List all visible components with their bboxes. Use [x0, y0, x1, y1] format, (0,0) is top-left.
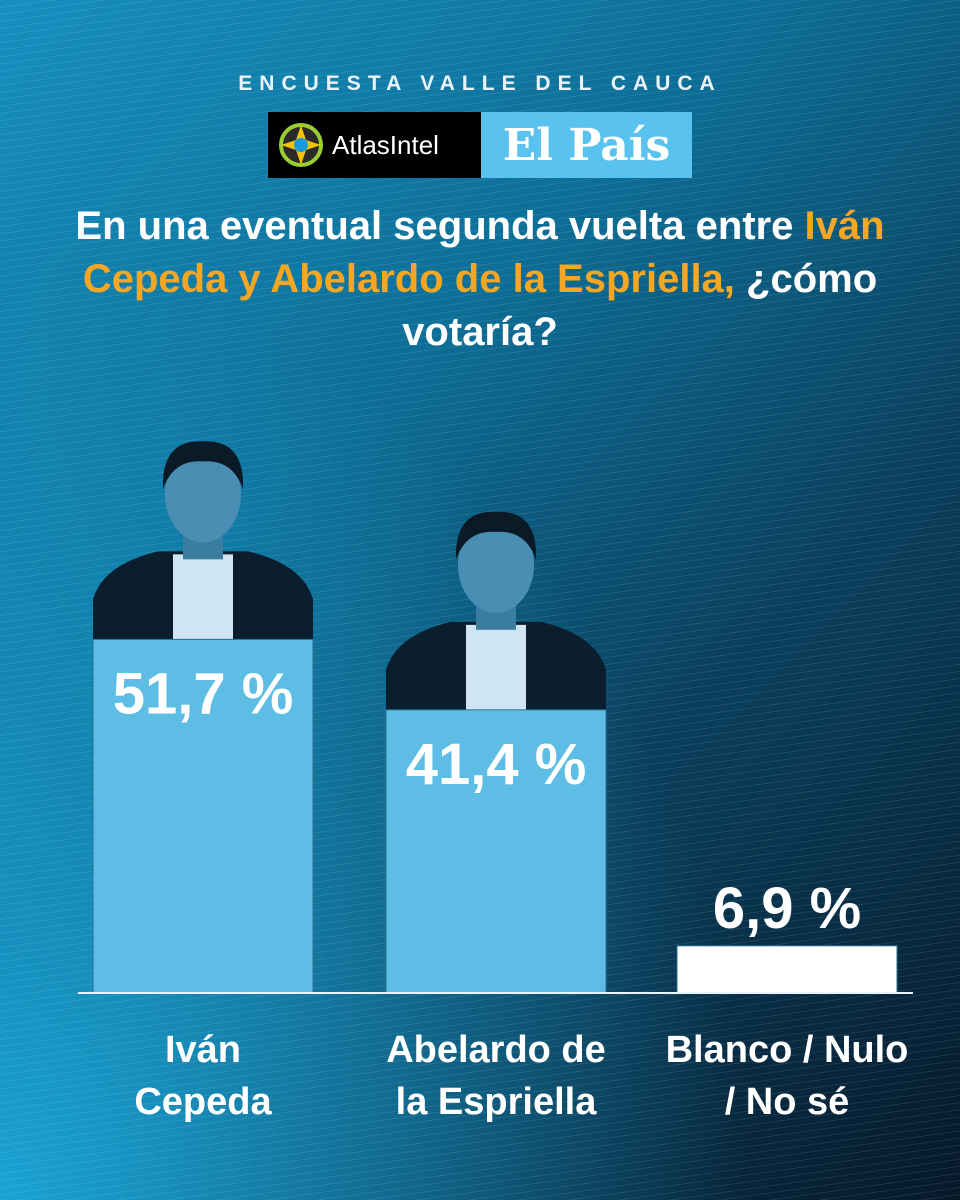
value-label-3: 6,9 %: [713, 876, 861, 941]
elpais-logo: El País: [481, 112, 692, 178]
category-label-2-line-1: Abelardo de: [386, 1029, 606, 1071]
hair-shape: [455, 511, 537, 560]
category-label-1-line-1: Iván: [165, 1029, 241, 1071]
atlasintel-logo: AtlasIntel: [268, 112, 481, 178]
shirt-shape: [173, 554, 233, 640]
atlas-compass-icon: [279, 123, 323, 167]
question-part1: En una eventual segunda vuelta entre: [75, 204, 805, 248]
bar-2: [385, 709, 607, 994]
bar-1: [92, 638, 314, 994]
head-shape: [165, 446, 241, 543]
logo-strip: AtlasIntel El País: [268, 112, 692, 178]
atlasintel-wordmark: AtlasIntel: [332, 129, 439, 160]
value-label-1: 51,7 %: [113, 661, 294, 726]
category-label-3-line-1: Blanco / Nulo: [666, 1029, 909, 1071]
question-title: En una eventual segunda vuelta entre Ivá…: [60, 200, 900, 359]
candidate-photo-1: [93, 441, 313, 640]
shirt-shape: [466, 624, 526, 710]
bar-3: [676, 945, 898, 994]
category-label-1-line-2: Cepeda: [134, 1081, 272, 1123]
hair-shape: [162, 441, 244, 490]
question-highlight: Iván Cepeda y Abelardo de la Espriella,: [82, 204, 885, 301]
value-label-2: 41,4 %: [406, 732, 587, 797]
candidate-photo-2: [386, 511, 606, 710]
elpais-wordmark: El País: [502, 119, 671, 171]
survey-kicker: ENCUESTA VALLE DEL CAUCA: [238, 72, 722, 95]
head-shape: [458, 516, 534, 613]
question-part2: ¿cómo votaría?: [402, 257, 878, 354]
category-label-2-line-2: la Espriella: [396, 1081, 598, 1123]
category-label-3-line-2: / No sé: [725, 1081, 850, 1123]
